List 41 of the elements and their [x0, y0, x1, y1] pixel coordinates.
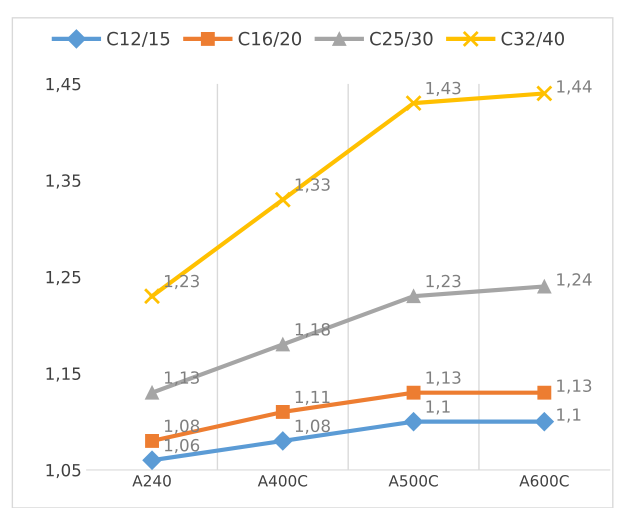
data-label: 1,13 [557, 379, 592, 394]
data-label: 1,11 [296, 390, 330, 405]
point [144, 288, 160, 304]
point [406, 289, 421, 304]
data-label: 1,23 [426, 274, 460, 290]
legend-label: C25/30 [370, 32, 433, 47]
data-label: 1,13 [426, 371, 460, 386]
point [145, 434, 159, 448]
data-label: 1,08 [164, 420, 200, 434]
x-tick-label: A500C [388, 475, 438, 487]
legend-label: C16/20 [238, 32, 302, 47]
point [536, 85, 553, 102]
y-tick-label: 1,05 [46, 464, 80, 478]
point [537, 280, 552, 294]
y-tick-label: 1,45 [46, 78, 80, 92]
point [404, 412, 424, 432]
data-label: 1,24 [557, 273, 592, 288]
legend-label: C32/40 [502, 32, 564, 47]
data-label: 1,1 [426, 400, 450, 415]
point [145, 386, 159, 400]
legend-label: C12/15 [107, 32, 170, 47]
y-tick-label: 1,35 [46, 174, 80, 189]
point [276, 405, 290, 419]
point [405, 94, 422, 112]
point [274, 191, 292, 208]
point [406, 386, 421, 400]
data-label: 1,43 [426, 82, 460, 96]
data-label: 1,44 [557, 80, 592, 94]
point [537, 386, 552, 400]
x-tick-label: A600C [519, 475, 569, 487]
data-label: 1,06 [164, 438, 200, 454]
x-tick-label: A400C [258, 475, 308, 487]
point [534, 412, 554, 432]
point [276, 337, 290, 352]
point [142, 450, 162, 470]
x-tick-label: A240 [132, 475, 171, 487]
y-tick-label: 1,25 [46, 270, 80, 286]
data-label: 1,1 [557, 408, 580, 423]
point [273, 431, 292, 450]
data-label: 1,08 [296, 420, 330, 434]
y-tick-label: 1,15 [46, 368, 80, 382]
